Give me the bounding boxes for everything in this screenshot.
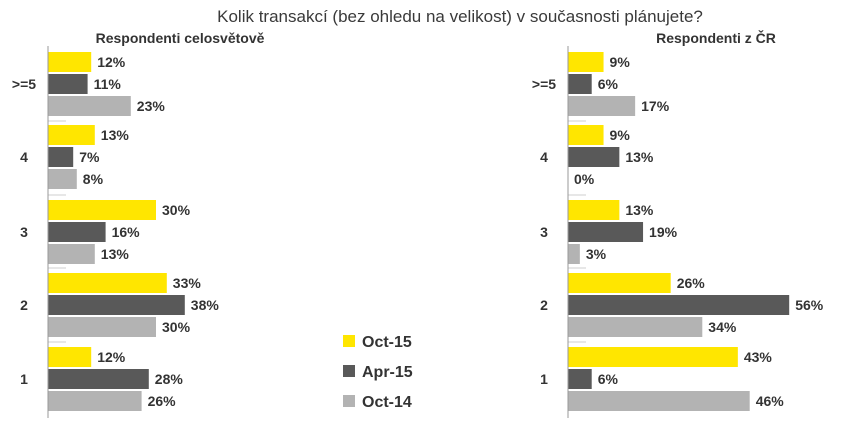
legend-swatch-oct-14 [343,395,355,407]
data-label: 8% [83,171,104,187]
panel-title: Respondenti z ČR [656,29,776,46]
bar-apr-15 [48,369,149,389]
bar-apr-15 [48,74,88,94]
data-label: 3% [586,246,607,262]
data-label: 16% [112,224,141,240]
bar-apr-15 [568,295,790,315]
data-label: 6% [598,76,619,92]
category-label: 2 [540,297,548,313]
data-label: 13% [625,202,654,218]
legend-swatch-apr-15 [343,365,355,377]
bar-oct-14 [568,96,636,116]
bar-apr-15 [48,295,185,315]
category-label: 4 [540,149,548,165]
data-label: 9% [610,127,631,143]
bar-apr-15 [48,147,74,167]
data-label: 34% [708,319,737,335]
data-label: 13% [101,127,130,143]
chart-legend: Oct-15 Apr-15 Oct-14 [343,334,413,411]
chart-panel-2: Respondenti z ČR>=59%6%17%49%13%0%313%19… [532,29,824,418]
data-label: 12% [97,54,126,70]
category-label: >=5 [532,76,556,92]
bar-oct-15 [48,200,156,220]
data-label: 38% [191,297,220,313]
data-label: 43% [744,349,773,365]
bar-oct-14 [48,169,77,189]
data-label: 33% [173,275,202,291]
bar-apr-15 [568,147,620,167]
data-label: 6% [598,371,619,387]
chart-panels: Respondenti celosvětově>=512%11%23%413%7… [12,29,824,418]
bar-oct-15 [568,273,671,293]
category-label: 2 [20,297,28,313]
bar-oct-15 [568,200,620,220]
data-label: 26% [148,393,177,409]
data-label: 13% [101,246,130,262]
bar-oct-14 [568,317,703,337]
bar-apr-15 [48,222,106,242]
category-label: 1 [540,371,548,387]
bar-apr-15 [568,74,592,94]
bar-oct-14 [48,96,131,116]
data-label: 12% [97,349,126,365]
bar-oct-14 [568,244,580,264]
legend-label: Apr-15 [362,364,413,381]
bar-oct-14 [48,391,142,411]
data-label: 28% [155,371,184,387]
legend-label: Oct-14 [362,394,412,411]
data-label: 23% [137,98,166,114]
data-label: 9% [610,54,631,70]
bar-oct-14 [48,317,156,337]
data-label: 7% [79,149,100,165]
data-label: 56% [795,297,824,313]
category-label: 3 [540,224,548,240]
category-label: 4 [20,149,28,165]
bar-oct-14 [48,244,95,264]
panel-title: Respondenti celosvětově [96,30,265,46]
legend-label: Oct-15 [362,334,412,351]
bar-oct-15 [48,52,92,72]
bar-oct-14 [568,391,750,411]
bar-oct-15 [568,52,604,72]
category-label: 3 [20,224,28,240]
bar-oct-15 [568,347,738,367]
category-label: 1 [20,371,28,387]
category-label: >=5 [12,76,36,92]
bar-oct-15 [568,125,604,145]
chart-panel-1: Respondenti celosvětově>=512%11%23%413%7… [12,30,265,418]
data-label: 11% [94,76,122,92]
bar-oct-15 [48,347,92,367]
data-label: 0% [574,171,595,187]
chart-title: Kolik transakcí (bez ohledu na velikost)… [217,7,703,26]
legend-swatch-oct-15 [343,335,355,347]
bar-oct-15 [48,125,95,145]
data-label: 46% [756,393,785,409]
data-label: 26% [677,275,706,291]
data-label: 13% [625,149,654,165]
bar-apr-15 [568,369,592,389]
data-label: 30% [162,319,191,335]
data-label: 17% [641,98,670,114]
data-label: 19% [649,224,678,240]
bar-apr-15 [568,222,644,242]
bar-oct-15 [48,273,167,293]
data-label: 30% [162,202,191,218]
